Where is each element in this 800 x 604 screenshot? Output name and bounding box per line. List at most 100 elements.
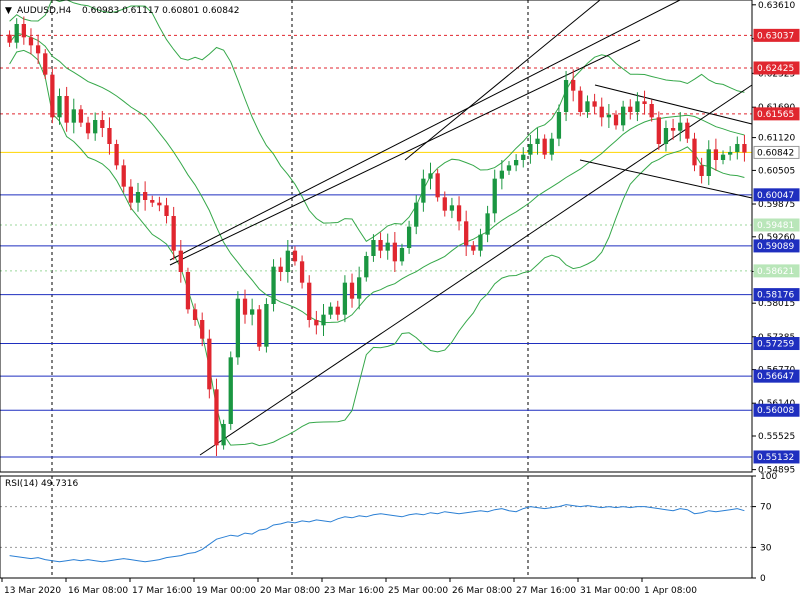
- symbol-dropdown-icon[interactable]: ▼: [5, 6, 12, 16]
- candle-bullish: [513, 160, 519, 166]
- level-label-box: [753, 218, 800, 232]
- ohlc-readout: 0.60983 0.61117 0.60801 0.60842: [82, 6, 239, 16]
- x-axis-tick-label: 26 Mar 08:00: [452, 586, 512, 596]
- candle-bearish: [128, 186, 133, 203]
- candle-bullish: [485, 213, 490, 235]
- candle-bearish: [699, 165, 704, 176]
- candle-bullish: [235, 298, 241, 358]
- symbol-label: AUDUSD,H4: [17, 6, 72, 16]
- level-label-box: [753, 107, 800, 121]
- candle-bearish: [592, 101, 597, 107]
- candle-bearish: [542, 138, 547, 155]
- candle-bullish: [228, 357, 233, 424]
- trend-channel-line: [199, 84, 753, 456]
- candle-bullish: [321, 314, 326, 326]
- candle-bearish: [78, 109, 84, 123]
- level-label: 0.61565: [757, 110, 794, 120]
- level-label-box: [753, 403, 800, 417]
- candle-bullish: [342, 282, 348, 315]
- x-axis-tick-label: 25 Mar 00:00: [388, 586, 448, 596]
- candle-bullish: [556, 112, 562, 139]
- candle-bullish: [549, 138, 554, 155]
- candle-bearish: [7, 34, 12, 43]
- y-axis-tick-label: 0.58015: [758, 299, 795, 309]
- level-label: 0.62425: [757, 64, 794, 74]
- candle-bearish: [456, 205, 462, 222]
- candle-bullish: [357, 277, 362, 299]
- x-axis-tick-label: 1 Apr 08:00: [644, 586, 697, 596]
- x-axis-tick-label: 20 Mar 08:00: [260, 586, 320, 596]
- candle-bearish: [185, 272, 191, 310]
- candle-bullish: [93, 120, 98, 134]
- x-axis-tick-label: 19 Mar 00:00: [196, 586, 256, 596]
- candle-bearish: [692, 138, 697, 166]
- rsi-axis-tick-label: 30: [760, 543, 772, 553]
- candle-bullish: [428, 173, 433, 179]
- candle-bullish: [385, 242, 390, 251]
- candle-bearish: [649, 104, 654, 118]
- candle-bullish: [521, 154, 526, 160]
- candle-bearish: [685, 122, 690, 139]
- candle-bearish: [642, 101, 647, 104]
- candle-bullish: [449, 205, 455, 211]
- bollinger-middle-band: [9, 32, 745, 324]
- candle-bearish: [571, 80, 576, 91]
- candle-bearish: [178, 250, 183, 272]
- candle-bullish: [563, 80, 569, 112]
- candle-bullish: [706, 149, 711, 176]
- candle-bearish: [21, 24, 26, 38]
- x-axis-tick-label: 13 Mar 2020: [4, 586, 61, 596]
- candle-bearish: [599, 106, 604, 118]
- candle-bearish: [142, 192, 148, 200]
- candle-bearish: [442, 197, 447, 211]
- candle-bearish: [628, 106, 633, 112]
- candle-bullish: [585, 101, 590, 112]
- level-label: 0.57259: [757, 340, 794, 350]
- candle-bearish: [100, 120, 105, 128]
- candle-bearish: [299, 261, 305, 283]
- y-axis-tick-label: 0.54895: [758, 466, 795, 476]
- bollinger-upper-band: [9, 0, 745, 242]
- candle-bullish: [421, 178, 426, 203]
- candle-bearish: [314, 320, 319, 326]
- candle-bullish: [499, 170, 504, 179]
- x-axis-tick-label: 17 Mar 16:00: [132, 586, 192, 596]
- level-label-box: [753, 369, 800, 383]
- trend-channel-line: [169, 39, 641, 266]
- level-label-box: [753, 239, 800, 253]
- candle-bearish: [335, 306, 340, 315]
- level-label: 0.58176: [757, 291, 794, 301]
- level-label-box: [753, 264, 800, 278]
- x-axis-tick-label: 31 Mar 00:00: [580, 586, 640, 596]
- candle-bullish: [535, 138, 540, 144]
- candle-bearish: [378, 240, 383, 251]
- level-label: 0.60842: [757, 148, 794, 158]
- level-label-box: [753, 61, 800, 75]
- candle-bearish: [35, 45, 41, 54]
- level-label-box: [753, 450, 800, 464]
- rsi-axis-tick-label: 0: [760, 574, 766, 584]
- candle-bullish: [621, 106, 626, 126]
- candle-bearish: [43, 53, 48, 75]
- candle-bearish: [121, 165, 126, 187]
- candle-bearish: [278, 266, 283, 272]
- candle-bearish: [85, 122, 91, 134]
- candle-bearish: [742, 144, 747, 153]
- candle-bullish: [678, 122, 683, 131]
- level-label: 0.63037: [757, 31, 794, 41]
- candle-bullish: [406, 226, 412, 248]
- price-panel-frame: [0, 0, 753, 473]
- y-axis-tick-label: 0.60505: [758, 166, 795, 176]
- rsi-panel-frame: [0, 475, 753, 579]
- level-label: 0.56008: [757, 406, 794, 416]
- rsi-axis-tick-label: 100: [760, 472, 777, 482]
- candle-bullish: [14, 24, 19, 43]
- y-axis-tick-label: 0.59260: [758, 233, 795, 243]
- candle-bullish: [735, 144, 740, 152]
- candle-bullish: [528, 144, 533, 155]
- level-label: 0.60047: [757, 191, 794, 201]
- candle-bullish: [57, 96, 62, 118]
- candle-bearish: [392, 242, 397, 262]
